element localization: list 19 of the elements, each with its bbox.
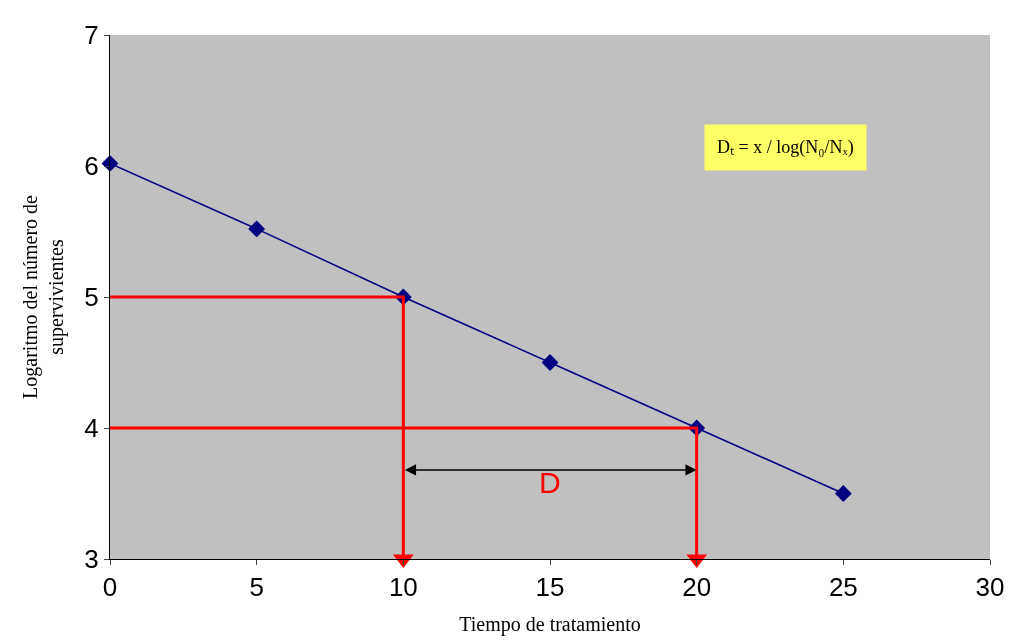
annotation: Dₜ = x / log(N₀/Nₓ) [717,137,854,158]
x-tick-label: 5 [249,572,264,603]
point [541,354,559,371]
annotation: D [539,466,561,499]
point [834,485,852,502]
x-tick-label: 25 [828,572,858,603]
y-axis-title: Logaritmo del número de supervivientes [18,194,68,399]
y-tick-label: 3 [84,544,99,575]
x-axis-title: Tiempo de tratamiento [459,612,641,636]
x-tick-label: 15 [535,572,565,603]
y-tick-label: 4 [84,413,99,444]
x-tick-label: 0 [102,572,118,603]
y-tick-label: 6 [84,151,99,182]
x-tick-label: 30 [975,572,1005,603]
point [248,220,266,238]
y-tick-label: 5 [84,282,99,313]
x-tick-label: 10 [388,572,418,603]
x-tick-label: 20 [682,572,712,603]
y-tick-label: 7 [84,20,99,51]
